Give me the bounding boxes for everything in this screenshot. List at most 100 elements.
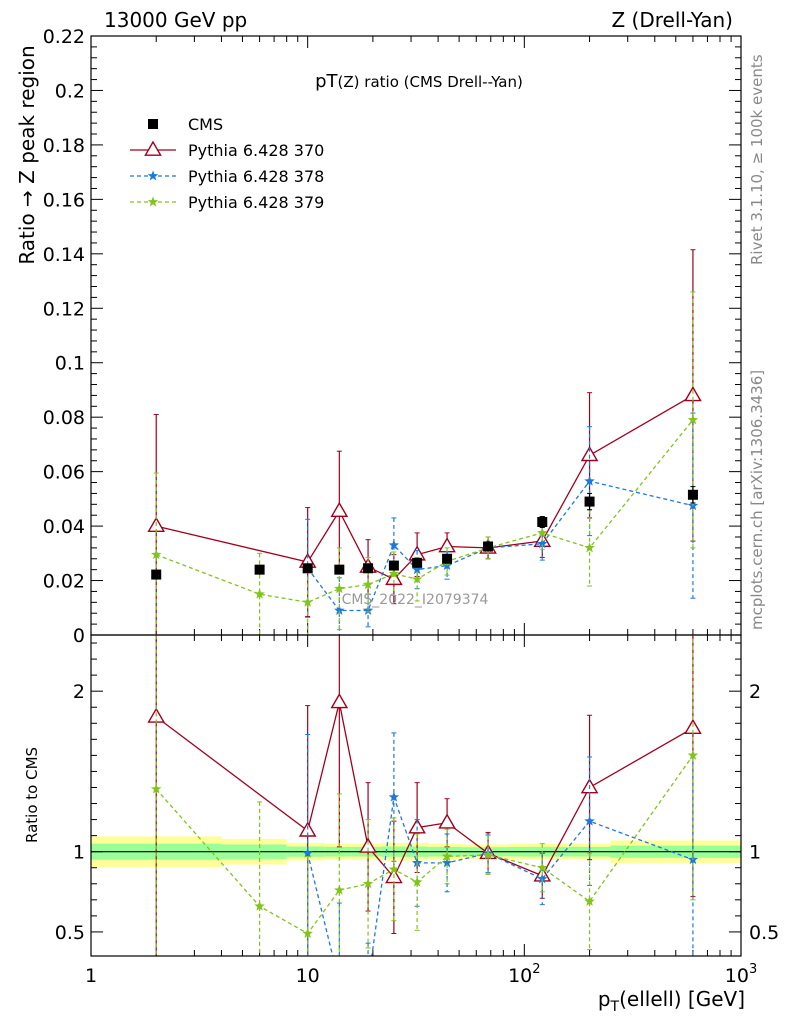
legend-marker [148, 119, 158, 129]
watermark: CMS_2022_I2079374 [342, 592, 489, 608]
pythia-6-428-378-point [584, 475, 595, 486]
pythia-6-428-379-line [155, 419, 694, 604]
pythia-6-428-378-point [411, 564, 423, 575]
ratio-pythia-6-428-378-point [388, 791, 400, 802]
cms-point [254, 564, 265, 575]
legend-label: Pythia 6.428 379 [188, 193, 324, 212]
main-panel: 0 0.02 0.04 0.06 0.08 0.1 0.12 0.14 0.16 0.18 0.2 0… [15, 26, 742, 647]
main-ytick-label: 0.06 [43, 462, 85, 484]
main-ytick-label: 0.12 [43, 298, 85, 320]
pythia-6-428-370-point [385, 569, 403, 586]
cms-point [151, 569, 162, 580]
ratio-pythia-6-428-370-point [330, 693, 349, 709]
ratio-pythia-6-428-378-point [334, 978, 344, 988]
ratio-pythia-6-428-379-point [482, 849, 494, 860]
rivet-label: Rivet 3.1.10, ≥ 100k events [748, 54, 766, 265]
ratio-panel: 0.5 0.51 12 2 Ratio to CMS pT(ellell) [GeV]… [23, 634, 779, 1015]
pythia-6-428-379-point [302, 596, 313, 607]
ratio-pythia-6-428-379-point [362, 878, 374, 889]
ratio-pythia-6-428-378-point [441, 857, 453, 868]
ratio-pythia-6-428-379-point [441, 850, 453, 861]
ratio-pythia-6-428-379-point [150, 783, 162, 794]
ratio-series-layer [147, 635, 702, 988]
ratio-ytick-label-right: 1 [749, 842, 761, 864]
pythia-6-428-370-line [156, 394, 694, 580]
cms-point [537, 517, 548, 528]
x-tick-label: 102 [508, 962, 540, 987]
header-right: Z (Drell-Yan) [611, 8, 733, 32]
cms-point [687, 489, 698, 500]
ratio-pythia-6-428-379-point [687, 749, 699, 760]
pythia-6-428-378-point [334, 605, 345, 615]
main-ytick-label: 0.1 [55, 353, 85, 375]
ratio-ytick-label: 2 [73, 681, 85, 703]
pythia-6-428-379-point [537, 527, 548, 538]
legend-marker [144, 140, 162, 156]
main-ytick-label: 0.16 [43, 189, 85, 211]
pythia-6-428-378-point [388, 539, 400, 550]
pythia-6-428-379-point [150, 549, 162, 560]
ratio-pythia-6-428-378-point [537, 873, 548, 884]
main-ytick-label: 0.02 [43, 571, 85, 593]
ratio-frame [90, 634, 742, 957]
x-tick-label: 1 [85, 965, 97, 987]
ratio-pythia-6-428-378-line [307, 796, 694, 956]
header-left: 13000 GeV pp [104, 8, 247, 32]
main-series-layer [147, 249, 702, 635]
ratio-ytick-label-right: 0.5 [749, 922, 779, 944]
main-ytick-label: 0.2 [55, 80, 85, 102]
pythia-6-428-379-point [388, 568, 400, 579]
cms-point [302, 563, 313, 574]
ratio-pythia-6-428-378-point [363, 978, 373, 988]
ratio-ytick-label-right: 2 [749, 681, 761, 703]
main-ytick-label: 0.18 [43, 135, 85, 157]
cms-point [388, 560, 399, 571]
ratio-pythia-6-428-379-point [254, 900, 265, 911]
pythia-6-428-370-point [330, 501, 349, 518]
legend-marker [147, 196, 159, 207]
cms-point [334, 564, 345, 575]
legend: CMS Pythia 6.428 370 Pythia 6.428 378 Pythi… [130, 115, 324, 212]
ratio-pythia-6-428-379-point [388, 863, 400, 874]
pythia-6-428-379-point [362, 579, 374, 590]
pythia-6-428-379-point [687, 414, 699, 425]
main-ytick-label: 0.08 [43, 407, 85, 429]
cms-point [483, 541, 494, 552]
ratio-axis-ticks: 0.5 0.5 1 1 2 2 [55, 635, 779, 956]
ratio-pythia-6-428-379-line [155, 754, 694, 935]
cms-point [442, 553, 453, 564]
pythia-6-428-378-point [537, 538, 548, 549]
main-title: pT(Z) ratio (CMS Drell--Yan) [315, 71, 523, 92]
x-tick-label: 10 [296, 965, 320, 987]
pythia-6-428-379-point [411, 573, 423, 584]
main-axis-ticks: 0 0.02 0.04 0.06 0.08 0.1 0.12 0.14 0.16 0.18 0.2 0… [43, 26, 741, 647]
legend-marker [147, 170, 159, 181]
main-ytick-label: 0.14 [43, 244, 85, 266]
legend-label: CMS [188, 115, 223, 134]
main-ytick-label: 0.22 [43, 26, 85, 48]
main-ytick-label: 0 [73, 625, 85, 647]
pythia-6-428-379-point [254, 588, 265, 599]
ratio-pythia-6-428-370-point [408, 818, 426, 834]
pythia-6-428-370-point [580, 445, 599, 462]
pythia-6-428-379-point [334, 583, 345, 594]
x-tick-labels: 1 10 102 103 [85, 962, 757, 987]
x-axis-label: pT(ellell) [GeV] [598, 987, 745, 1015]
ratio-pythia-6-428-378-point [302, 847, 313, 858]
legend-label: Pythia 6.428 370 [188, 141, 324, 160]
ratio-pythia-6-428-370-point [438, 813, 456, 829]
main-ytick-label: 0.04 [43, 516, 85, 538]
x-tick-label: 103 [725, 962, 757, 987]
ratio-pythia-6-428-379-point [334, 884, 345, 895]
pythia-6-428-379-point [584, 542, 595, 553]
ratio-pythia-6-428-379-point [302, 928, 313, 938]
cms-point [412, 557, 423, 568]
ratio-ytick-label: 0.5 [55, 922, 85, 944]
legend-label: Pythia 6.428 378 [188, 167, 324, 186]
ratio-pythia-6-428-379-point [411, 876, 423, 887]
ratio-ytick-label: 1 [73, 842, 85, 864]
ratio-pythia-6-428-379-point [584, 895, 595, 906]
cms-point [363, 563, 374, 574]
cms-point [584, 496, 595, 507]
